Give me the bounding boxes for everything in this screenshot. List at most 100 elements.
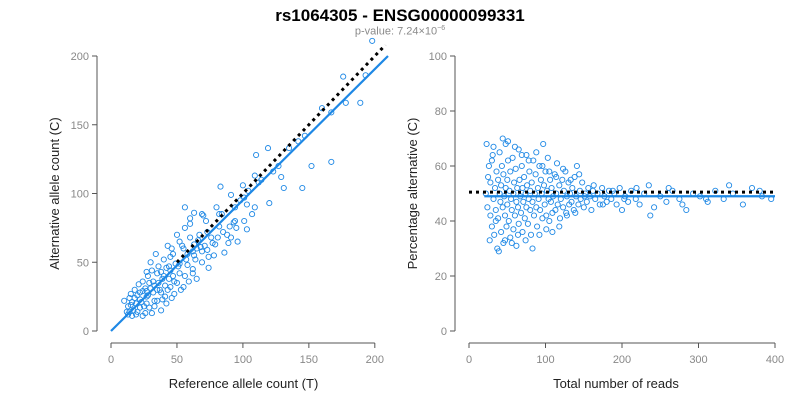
data-point [509,154,516,161]
x-tick-label: 0 [108,354,114,366]
data-point [233,224,240,231]
y-tick-label: 150 [71,120,89,132]
data-point [121,297,128,304]
data-point [251,204,258,211]
data-point [155,263,162,270]
data-point [164,242,171,249]
data-point [553,160,561,167]
data-point [191,209,198,216]
data-point [208,234,215,241]
y-tick-label: 50 [77,257,89,269]
data-point [520,198,527,205]
x-axis-label: Reference allele count (T) [169,376,319,391]
data-point [171,278,178,285]
data-point [243,201,250,208]
y-axis-label: Alternative allele count (C) [47,117,62,269]
data-point [496,149,503,156]
data-point [485,162,492,170]
data-point [197,244,204,251]
data-point [212,241,219,248]
data-point [512,165,519,172]
data-point [234,238,241,245]
data-point [495,176,502,183]
y-tick-label: 80 [435,106,447,118]
data-point [485,173,492,181]
data-point [487,179,494,186]
data-point [150,278,157,285]
data-point [195,237,202,244]
data-point [133,311,140,318]
data-point [553,173,560,181]
data-point [633,184,640,192]
data-point [573,162,580,170]
data-point [266,200,273,207]
data-point [318,105,326,112]
data-point [169,272,177,280]
data-point [501,237,509,244]
data-point [549,228,556,236]
data-point [220,228,227,236]
data-point [498,228,505,236]
data-point [299,184,306,192]
data-point [200,212,207,219]
data-point [588,206,595,214]
data-point [529,198,536,205]
data-point [540,140,547,148]
data-point [739,201,746,208]
data-point [328,109,335,116]
data-point [163,300,170,307]
data-point [683,206,690,214]
data-point [239,182,246,189]
data-point [139,288,146,295]
y-tick-label: 60 [435,161,447,173]
data-point [511,179,518,186]
data-point [503,223,510,230]
y-tick-label: 200 [71,51,89,63]
data-point [484,204,491,211]
data-point [308,162,315,170]
data-point [567,176,574,183]
data-point [539,162,546,170]
x-tick-label: 0 [466,354,472,366]
data-point [514,184,521,192]
data-point [131,286,138,293]
data-point [136,304,144,311]
allele-count-scatter-panel: 0 50 100 150 200 0 50 100 150 200 Reference allele… [47,37,389,391]
pvalue-text: p-value: 7.24×10 [354,25,438,38]
data-point [525,157,532,164]
data-point [369,37,376,44]
data-point [514,231,522,238]
data-point [504,138,512,145]
data-point [491,184,499,192]
data-point [127,290,134,297]
data-point [533,149,540,156]
data-point [253,151,260,159]
data-point [213,204,220,211]
data-point [530,212,538,219]
data-point [486,237,493,244]
data-point [158,307,165,314]
data-point [537,206,544,214]
data-point [580,204,587,211]
data-point [665,184,672,192]
data-point [546,217,553,225]
data-point [554,201,561,208]
data-point [173,231,181,238]
data-point [504,176,511,183]
data-point [556,182,563,189]
data-point [340,73,347,80]
data-point [144,272,151,280]
data-point [488,157,495,164]
data-point [198,259,206,266]
y-tick-label: 40 [435,216,447,228]
data-point [513,198,520,205]
data-point [560,165,567,172]
data-point [514,204,522,211]
data-point [583,198,590,205]
data-point [547,198,554,205]
data-point [176,270,183,277]
data-point [488,223,495,230]
data-point [181,204,188,211]
data-point [225,239,232,247]
